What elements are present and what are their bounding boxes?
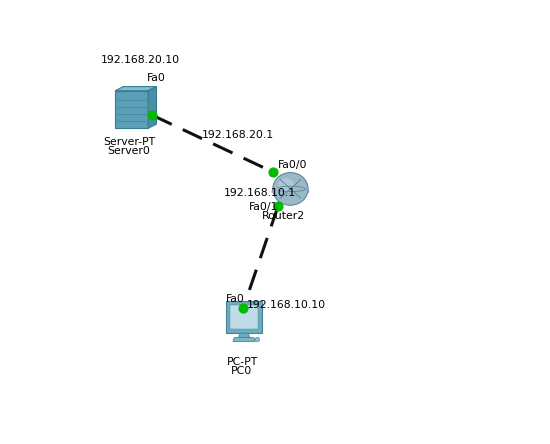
Ellipse shape [271, 187, 310, 196]
Text: PC-PT: PC-PT [227, 357, 258, 367]
Polygon shape [230, 305, 258, 329]
Text: Fa0: Fa0 [226, 294, 244, 304]
Text: PC0: PC0 [231, 366, 252, 376]
Point [269, 169, 278, 176]
Text: Server-PT: Server-PT [103, 137, 155, 147]
Point [239, 305, 248, 312]
Text: Router2: Router2 [262, 211, 305, 221]
Polygon shape [115, 87, 156, 91]
Ellipse shape [273, 173, 308, 205]
Polygon shape [148, 87, 156, 128]
Text: Fa0: Fa0 [147, 73, 166, 83]
Point [148, 112, 157, 119]
Circle shape [255, 337, 260, 342]
Point [274, 202, 283, 210]
Text: Fa0/0: Fa0/0 [278, 160, 307, 170]
Text: 192.168.20.1: 192.168.20.1 [202, 130, 274, 140]
Ellipse shape [278, 178, 294, 190]
Text: 192.168.10.1: 192.168.10.1 [224, 187, 296, 198]
Text: Server0: Server0 [107, 146, 150, 155]
Text: Fa0/1: Fa0/1 [249, 202, 278, 212]
Polygon shape [115, 91, 148, 128]
Text: 192.168.20.10: 192.168.20.10 [101, 55, 180, 65]
Text: 192.168.10.10: 192.168.10.10 [247, 300, 326, 310]
Polygon shape [239, 333, 250, 337]
Polygon shape [227, 301, 262, 333]
Polygon shape [233, 337, 255, 341]
